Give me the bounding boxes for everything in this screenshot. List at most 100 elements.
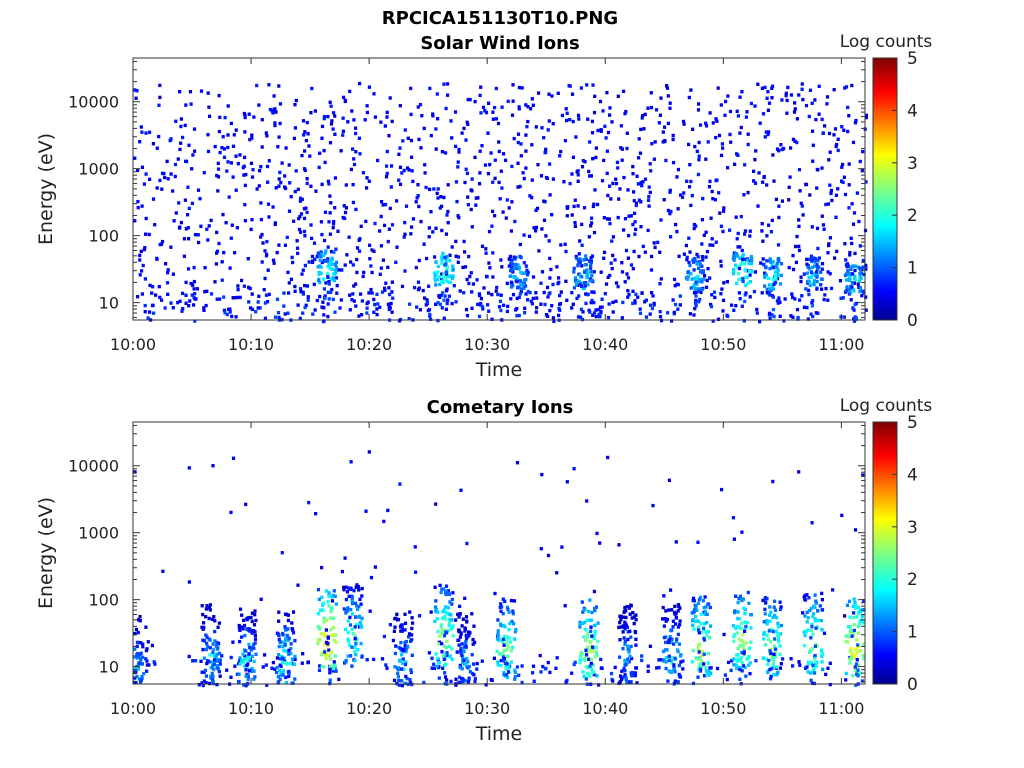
heatmap-cell — [803, 597, 807, 602]
heatmap-cell — [376, 158, 380, 163]
heatmap-cell — [725, 677, 729, 682]
heatmap-cell — [575, 280, 579, 284]
heatmap-cell — [768, 257, 772, 261]
heatmap-cell — [524, 166, 528, 170]
heatmap-cell — [599, 309, 603, 314]
heatmap-cell — [806, 317, 810, 321]
heatmap-cell — [740, 248, 744, 253]
heatmap-cell — [596, 639, 600, 644]
heatmap-cell — [719, 292, 723, 296]
heatmap-cell — [661, 658, 665, 662]
heatmap-cell — [320, 260, 324, 265]
heatmap-cell — [802, 272, 806, 276]
heatmap-cell — [735, 631, 739, 635]
heatmap-cell — [520, 664, 524, 668]
heatmap-cell — [508, 254, 513, 259]
heatmap-cell — [442, 298, 446, 302]
heatmap-cell — [672, 610, 677, 615]
heatmap-cell — [546, 128, 550, 132]
heatmap-cell — [616, 215, 620, 220]
heatmap-cell — [708, 243, 712, 247]
x-tick-label: 10:50 — [700, 335, 746, 354]
heatmap-cell — [213, 619, 217, 623]
heatmap-cell — [372, 249, 376, 253]
heatmap-cell — [360, 616, 364, 621]
y-tick-label: 10 — [99, 658, 119, 677]
heatmap-cell — [344, 585, 348, 589]
heatmap-cell — [148, 310, 152, 314]
heatmap-cell — [187, 580, 191, 584]
heatmap-cell — [519, 289, 523, 294]
heatmap-cell — [464, 167, 468, 171]
heatmap-cell — [738, 677, 742, 681]
heatmap-cell — [504, 216, 508, 220]
heatmap-cell — [254, 652, 258, 656]
heatmap-cell — [629, 635, 633, 639]
heatmap-cell — [682, 191, 686, 195]
heatmap-cell — [346, 630, 350, 635]
heatmap-cell — [765, 287, 769, 291]
heatmap-cell — [359, 224, 363, 228]
heatmap-cell — [861, 653, 865, 658]
heatmap-cell — [397, 679, 401, 683]
heatmap-cell — [763, 135, 767, 139]
heatmap-cell — [735, 152, 739, 156]
heatmap-cell — [242, 623, 247, 628]
heatmap-cell — [448, 258, 452, 263]
heatmap-cell — [410, 225, 414, 229]
heatmap-cell — [332, 220, 336, 224]
heatmap-cell — [497, 149, 501, 154]
heatmap-cell — [618, 614, 622, 618]
heatmap-cell — [400, 171, 404, 175]
heatmap-cell — [726, 94, 730, 98]
heatmap-cell — [821, 223, 825, 227]
heatmap-cell — [631, 289, 635, 293]
heatmap-cell — [862, 291, 866, 295]
heatmap-cell — [703, 595, 707, 599]
heatmap-cell — [773, 637, 777, 641]
heatmap-cell — [770, 285, 775, 289]
heatmap-cell — [422, 126, 426, 131]
heatmap-cell — [413, 285, 417, 290]
heatmap-cell — [467, 281, 471, 286]
heatmap-cell — [797, 93, 801, 97]
heatmap-cell — [192, 127, 197, 131]
heatmap-cell — [848, 250, 852, 255]
heatmap-cell — [670, 319, 674, 323]
heatmap-cell — [318, 280, 322, 285]
heatmap-cell — [404, 204, 409, 208]
heatmap-cell — [212, 662, 216, 667]
heatmap-cell — [326, 302, 330, 306]
heatmap-cell — [202, 621, 206, 625]
heatmap-cell — [238, 656, 242, 660]
heatmap-cell — [245, 663, 249, 668]
heatmap-cell — [700, 280, 704, 284]
heatmap-cell — [639, 181, 643, 185]
heatmap-cell — [310, 254, 315, 259]
heatmap-cell — [668, 635, 672, 639]
heatmap-cell — [444, 272, 449, 276]
heatmap-cell — [608, 221, 612, 226]
heatmap-cell — [774, 197, 778, 202]
heatmap-cell — [864, 115, 868, 120]
heatmap-cell — [789, 146, 793, 150]
heatmap-cell — [594, 308, 598, 312]
heatmap-cell — [786, 85, 790, 90]
heatmap-cell — [687, 260, 691, 265]
heatmap-cell — [812, 667, 816, 671]
heatmap-cell — [812, 256, 816, 260]
heatmap-cell — [690, 193, 694, 198]
heatmap-cell — [133, 655, 137, 659]
heatmap-cell — [632, 249, 636, 254]
heatmap-cell — [771, 265, 775, 270]
heatmap-cell — [534, 208, 538, 212]
heatmap-cell — [551, 177, 555, 181]
heatmap-cell — [592, 202, 596, 206]
heatmap-cell — [208, 114, 212, 118]
heatmap-cell — [465, 171, 469, 176]
heatmap-cell — [294, 98, 298, 103]
heatmap-cell — [138, 258, 142, 262]
heatmap-cell — [753, 181, 758, 185]
heatmap-cell — [725, 313, 729, 317]
